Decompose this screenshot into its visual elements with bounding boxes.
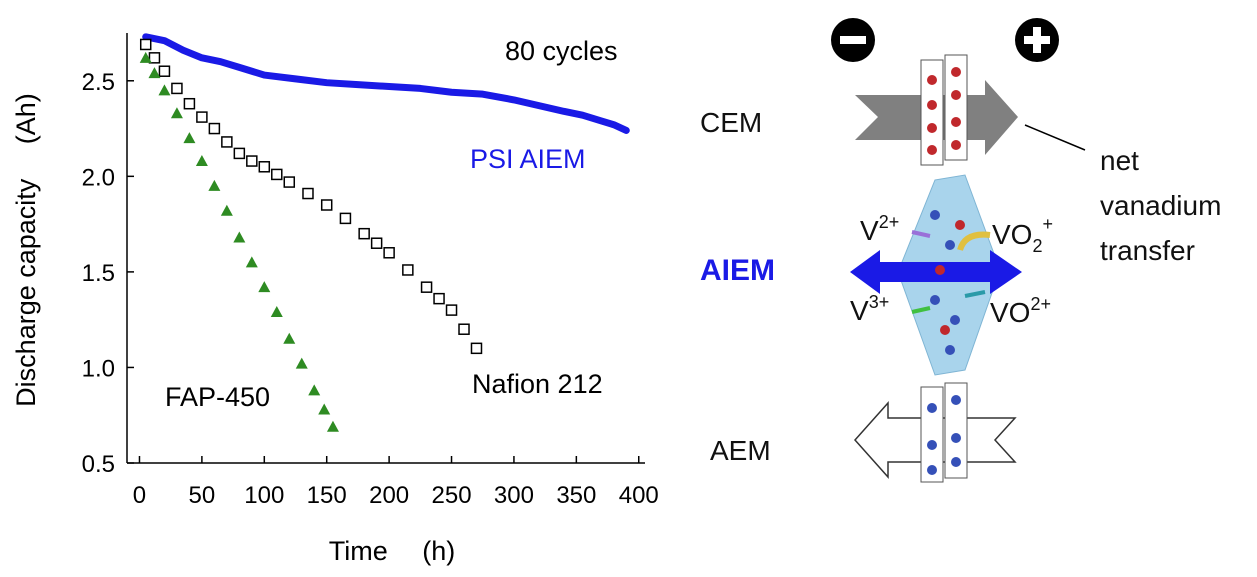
ion-label: VO2+ [990,294,1051,328]
x-tick-label: 100 [244,482,284,509]
marker [258,161,271,173]
marker [158,84,171,96]
marker [445,304,458,316]
x-axis-label: Time (h) [329,536,456,566]
marker [139,38,152,51]
plus-sign [1033,27,1041,53]
marker [139,51,152,63]
y-axis-label: Discharge capacity (Ah) [11,93,41,407]
marker [233,147,246,160]
note: transfer [1100,235,1195,266]
x-tick-label: 50 [189,482,216,509]
row-label: CEM [700,107,762,138]
membrane [920,59,944,166]
diagram: CEM net vanadium transfer AIEM V2+ VO2+ … [700,18,1221,483]
marker [470,342,483,355]
charges [927,67,961,155]
marker [295,357,308,369]
marker [458,323,470,335]
x-tick-label: 0 [133,482,146,509]
row-label: AEM [710,435,771,466]
y-tick-label: 0.5 [82,451,115,478]
marker [270,306,283,318]
marker [271,168,283,181]
marker [283,332,296,344]
marker [339,212,352,225]
marker [196,111,208,123]
ion-arrow [911,230,931,238]
marker [283,176,296,188]
x-tick-label: 300 [494,482,534,509]
series-label: FAP-450 [165,382,270,412]
series-label: Nafion 212 [472,369,603,399]
x-tick-label: 250 [432,482,472,509]
marker [245,256,258,268]
y-tick-label: 1.0 [82,355,115,382]
marker [246,155,258,167]
membrane [920,386,944,483]
marker [302,187,314,200]
x-tick-label: 400 [619,482,659,509]
marker [183,132,196,144]
marker [195,155,208,167]
ion-arrow [911,306,931,314]
y-tick-label: 2.5 [82,69,115,96]
marker [148,67,161,79]
ion-arrow [957,231,991,252]
x-tick-label: 150 [307,482,347,509]
series-line [142,33,630,134]
marker [208,179,221,191]
row-label: AIEM [700,254,775,287]
marker [158,65,171,77]
marker [420,281,433,293]
ion-arrow [964,290,986,298]
marker [326,420,339,432]
marker [208,122,221,135]
y-tick-label: 1.5 [82,260,115,287]
marker [383,247,395,259]
marker [233,231,246,243]
charges [935,220,965,335]
annotation: 80 cycles [505,36,618,66]
note: net [1100,145,1139,176]
charges [927,395,961,475]
series-label: PSI AIEM [470,144,586,174]
marker [358,227,370,240]
marker [183,97,196,110]
marker [433,292,445,305]
marker [221,136,233,148]
charges [930,210,960,355]
leader-line [1024,124,1086,151]
membrane [944,54,968,161]
marker [148,52,161,64]
marker [318,403,331,415]
y-tick-label: 2.0 [82,164,115,191]
marker [258,281,271,293]
ion-label: VO2+ [992,214,1053,256]
marker [220,204,233,216]
ion-label: V3+ [850,292,889,326]
marker [308,384,321,396]
marker [370,237,383,249]
marker [320,199,333,211]
x-tick-label: 200 [369,482,409,509]
note: vanadium [1100,190,1221,221]
membrane [944,382,968,479]
marker [170,107,183,119]
marker [402,264,414,276]
minus-sign [840,36,866,44]
x-tick-label: 350 [556,482,596,509]
ion-label: V2+ [860,212,899,246]
marker [171,82,183,95]
